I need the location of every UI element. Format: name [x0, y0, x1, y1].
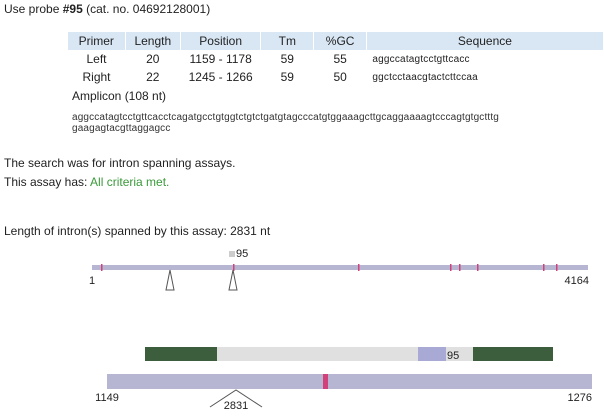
- intron-bracket: [209, 389, 263, 408]
- probe-block: [418, 347, 446, 361]
- exon-block: [473, 347, 553, 361]
- column-header: Position: [180, 32, 262, 50]
- table-cell: 1159 - 1178: [189, 52, 252, 66]
- amplicon-title: Amplicon (108 nt): [72, 89, 167, 103]
- column-header: Tm: [260, 32, 315, 50]
- status-value: All criteria met.: [90, 175, 170, 189]
- amplicon-seq: aggccatagtcctgttcacctcagatgcctgtggtctgtc…: [72, 112, 499, 123]
- primer-row: Right 22 1245 - 1266 59 50 ggctcctaacgtactctt…: [68, 68, 604, 86]
- column-header: Sequence: [366, 32, 604, 50]
- status-label: This assay has:: [4, 175, 88, 189]
- column-header: Primer: [68, 32, 126, 50]
- table-cell: aggccatagtcctgttcacc: [372, 53, 470, 65]
- gene-end: 4164: [565, 275, 589, 287]
- probe-label: 95: [236, 248, 248, 260]
- table-cell: 59: [280, 70, 294, 84]
- exon-marks: [101, 264, 558, 271]
- intron-length: Length of intron(s) spanned by this assa…: [4, 224, 271, 238]
- table-cell: 20: [146, 52, 160, 66]
- table-cell: 22: [146, 70, 160, 84]
- probe-catalog: (cat. no. 04692128001): [86, 2, 211, 16]
- exon-block: [145, 347, 217, 361]
- header-row: Primer Length Position Tm %GC Sequence: [68, 32, 604, 50]
- column-header: %GC: [313, 32, 367, 50]
- column-header: Length: [125, 32, 182, 50]
- amplicon-bar: [107, 374, 592, 389]
- amplicon-probe-label: 95: [447, 350, 459, 362]
- assay-status: This assay has: All criteria met.: [4, 175, 169, 189]
- intron-block: [217, 347, 473, 361]
- gene-bar: [92, 265, 588, 270]
- intron-label: 2831: [224, 400, 248, 412]
- junction-mark: [323, 374, 328, 389]
- table-cell: Left: [86, 52, 107, 66]
- table-cell: 1245 - 1266: [188, 70, 253, 84]
- primer-row: Left 20 1159 - 1178 59 55 aggccatagtcctgttcac…: [68, 50, 604, 68]
- table-cell: 59: [280, 52, 294, 66]
- amplicon-seq: gaagagtacgttaggagcc: [72, 123, 171, 134]
- gene-start: 1: [89, 275, 95, 287]
- primer-table: Primer Length Position Tm %GC Sequence Left 20…: [68, 32, 604, 86]
- search-note: The search was for intron spanning assay…: [4, 156, 236, 170]
- table-cell: 55: [333, 52, 347, 66]
- table-cell: 50: [333, 70, 347, 84]
- probe-prefix: Use probe: [4, 2, 60, 16]
- maps: 95 1 4164 95 1149 1276 2831: [89, 248, 592, 412]
- probe-marker: [229, 251, 235, 257]
- amplicon-end: 1276: [568, 392, 592, 404]
- probe-line: Use probe #95 (cat. no. 04692128001): [4, 2, 210, 16]
- probe-number: #95: [62, 2, 83, 16]
- table-cell: ggctcctaacgtactcttccaa: [372, 71, 478, 83]
- primer-arrows: [165, 269, 238, 291]
- amplicon-start: 1149: [95, 392, 119, 404]
- table-cell: Right: [82, 70, 111, 84]
